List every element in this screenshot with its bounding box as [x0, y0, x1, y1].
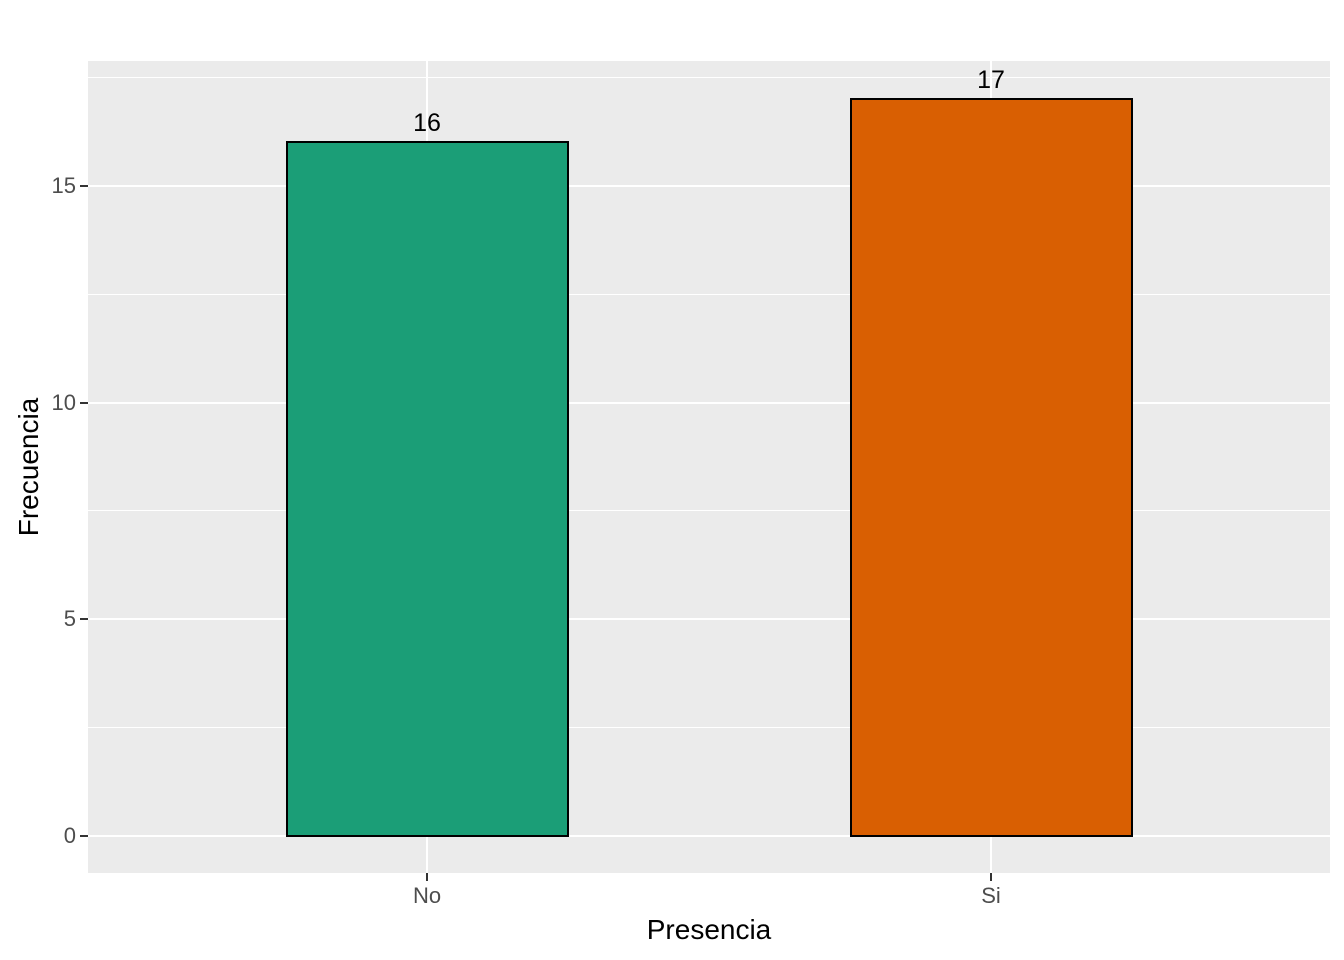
minor-gridline — [88, 293, 1330, 295]
minor-gridline — [88, 76, 1330, 78]
x-tick-mark — [990, 873, 992, 881]
minor-gridline — [88, 727, 1330, 729]
x-tick-label: No — [412, 883, 442, 908]
y-tick-label: 10 — [51, 389, 76, 415]
y-axis-title: Frecuencia — [13, 397, 44, 537]
y-tick-mark — [80, 618, 88, 621]
plot-panel: 16 17 — [88, 61, 1330, 873]
bar-no — [285, 141, 569, 837]
x-tick-label: Si — [981, 883, 1001, 908]
major-gridline — [88, 835, 1330, 837]
bar-value-label: 17 — [977, 66, 1005, 95]
minor-gridline — [88, 510, 1330, 512]
y-tick-mark — [80, 401, 88, 404]
y-tick-mark — [80, 184, 88, 187]
x-axis-title: Presencia — [646, 914, 772, 945]
y-tick-mark — [80, 835, 88, 837]
bar-si — [849, 98, 1133, 837]
y-tick-label: 15 — [51, 172, 76, 198]
major-gridline — [88, 401, 1330, 404]
major-gridline — [88, 618, 1330, 621]
major-gridline — [88, 184, 1330, 187]
y-tick-label: 0 — [63, 823, 76, 848]
x-tick-mark — [426, 873, 428, 881]
bar-value-label: 16 — [413, 109, 441, 138]
y-tick-label: 5 — [63, 606, 76, 632]
